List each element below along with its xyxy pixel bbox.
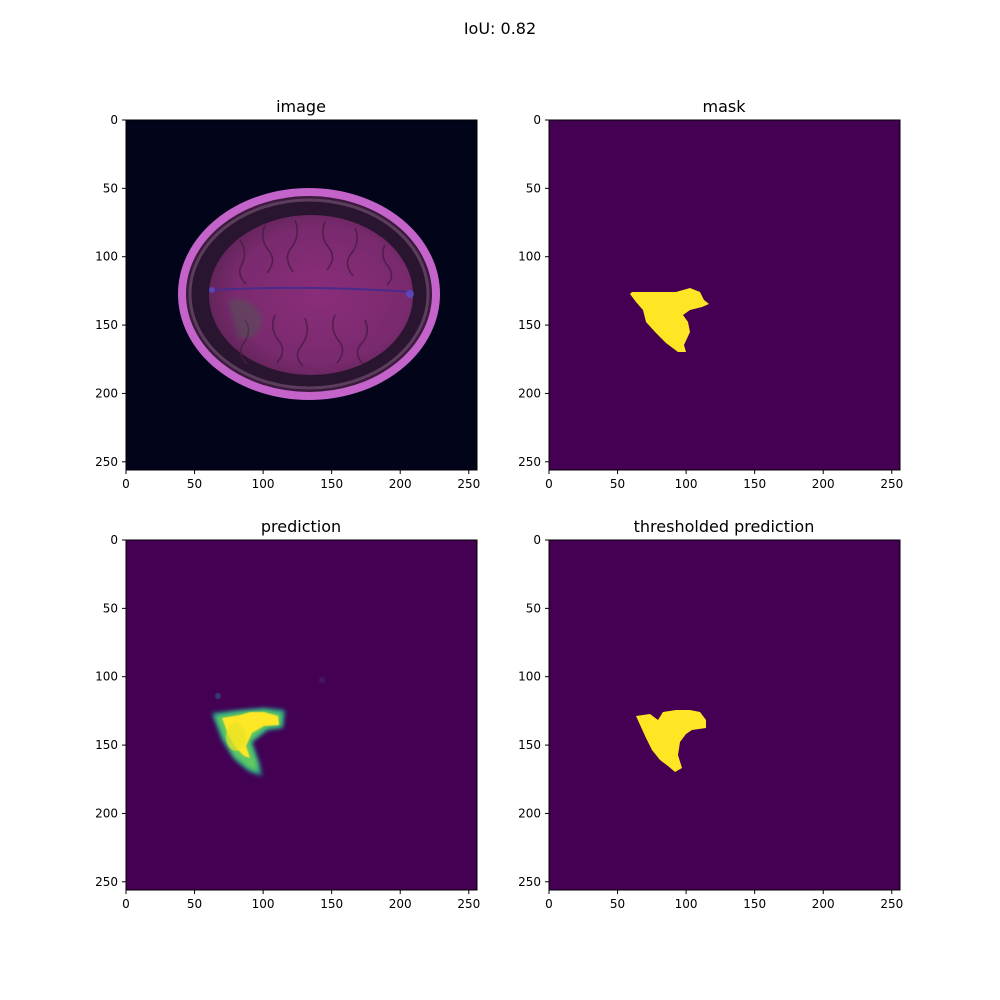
x-axis-ticks: 0 50 100 150 200 250 [545,890,903,911]
y-tick-label: 50 [103,601,118,615]
panel-thresholded-prediction: thresholded prediction 0 50 100 150 200 250 0… [518,517,903,911]
x-tick-label: 150 [743,477,766,491]
y-tick-label: 0 [533,533,541,547]
mri-image [178,188,440,400]
y-tick-label: 100 [95,670,118,684]
panel-prediction: prediction 0 50 100 150 200 250 0 50 100 150 200 2… [95,517,480,911]
panel-mask: mask 0 50 100 150 200 250 0 50 100 150 200 250 [518,97,903,491]
plot-area [549,120,900,470]
panel-title: thresholded prediction [634,517,815,536]
y-tick-label: 50 [526,181,541,195]
panel-title: image [276,97,326,116]
y-axis-ticks: 0 50 100 150 200 250 [518,533,549,889]
x-tick-label: 0 [545,477,553,491]
y-tick-label: 150 [95,738,118,752]
y-tick-label: 150 [518,738,541,752]
y-tick-label: 100 [518,250,541,264]
x-axis-ticks: 0 50 100 150 200 250 [122,470,480,491]
y-tick-label: 150 [95,318,118,332]
x-tick-label: 150 [743,897,766,911]
x-tick-label: 0 [122,477,130,491]
y-tick-label: 50 [103,181,118,195]
y-tick-label: 200 [518,386,541,400]
x-tick-label: 50 [610,477,625,491]
y-tick-label: 0 [110,113,118,127]
y-tick-label: 0 [110,533,118,547]
plot-area [549,540,900,890]
x-tick-label: 50 [187,897,202,911]
y-tick-label: 250 [518,455,541,469]
y-axis-ticks: 0 50 100 150 200 250 [518,113,549,469]
panel-image: image 0 [95,97,480,491]
x-tick-label: 100 [675,477,698,491]
x-tick-label: 200 [389,477,412,491]
x-axis-ticks: 0 50 100 150 200 250 [122,890,480,911]
prediction-heatmap [212,677,325,776]
y-tick-label: 250 [518,875,541,889]
y-tick-label: 100 [518,670,541,684]
x-tick-label: 250 [880,477,903,491]
figure-title: IoU: 0.82 [464,19,536,38]
x-tick-label: 250 [457,477,480,491]
y-axis-ticks: 0 50 100 150 200 250 [95,533,126,889]
thresholded-region [636,710,706,772]
y-tick-label: 200 [518,806,541,820]
x-tick-label: 200 [812,897,835,911]
y-axis-ticks: 0 50 100 150 200 250 [95,113,126,469]
x-tick-label: 200 [389,897,412,911]
x-axis-ticks: 0 50 100 150 200 250 [545,470,903,491]
plot-area [126,540,477,890]
y-tick-label: 100 [95,250,118,264]
x-tick-label: 250 [880,897,903,911]
x-tick-label: 250 [457,897,480,911]
x-tick-label: 200 [812,477,835,491]
panel-title: mask [703,97,747,116]
panel-title: prediction [261,517,341,536]
x-tick-label: 50 [187,477,202,491]
x-tick-label: 0 [545,897,553,911]
y-tick-label: 200 [95,386,118,400]
y-tick-label: 150 [518,318,541,332]
x-tick-label: 0 [122,897,130,911]
x-tick-label: 50 [610,897,625,911]
y-tick-label: 250 [95,875,118,889]
x-tick-label: 150 [320,477,343,491]
x-tick-label: 100 [252,477,275,491]
x-tick-label: 100 [252,897,275,911]
y-tick-label: 50 [526,601,541,615]
x-tick-label: 150 [320,897,343,911]
y-tick-label: 0 [533,113,541,127]
y-tick-label: 200 [95,806,118,820]
y-tick-label: 250 [95,455,118,469]
mask-region [630,288,709,352]
x-tick-label: 100 [675,897,698,911]
